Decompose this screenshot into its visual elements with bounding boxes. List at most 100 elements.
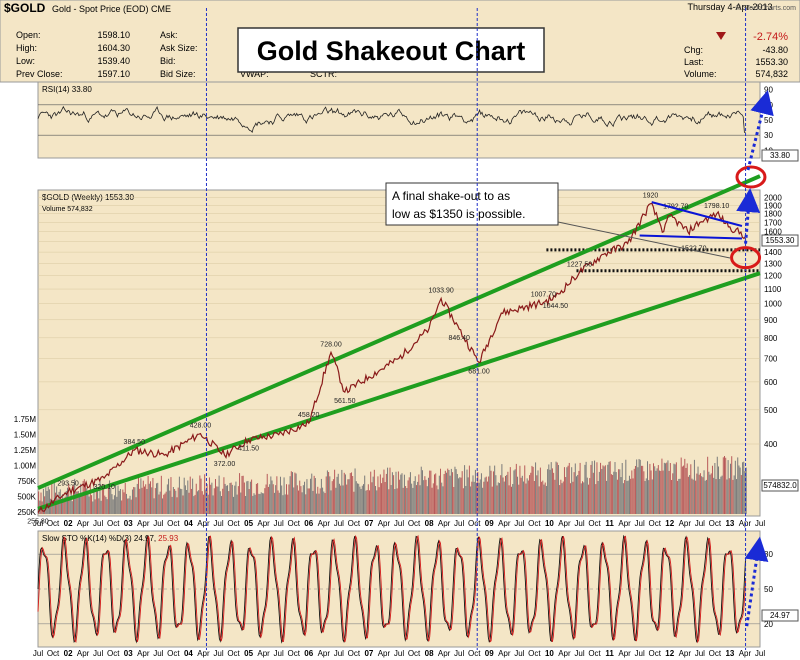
- price-point-label: 1792.70: [663, 203, 688, 210]
- mid-stats: Ask: Ask Size: Bid: Bid Size: VWAP: SCTR…: [160, 30, 337, 79]
- last-volume-box: [761, 479, 799, 492]
- x-tick-label: Oct: [709, 649, 722, 658]
- x-axis-top: Jul Oct 02 Apr Jul Oct 03 Apr Jul Oct 04 Apr Jul Oct 0…: [33, 519, 765, 528]
- stat-label: Prev Close:: [16, 69, 63, 79]
- price-point-label: 1044.50: [543, 303, 568, 310]
- x-tick-label: Jul: [394, 519, 404, 528]
- volume-tick-label: 750K: [17, 477, 36, 486]
- sto-value-box: [761, 609, 799, 622]
- price-tick-label: 1800: [764, 210, 782, 219]
- x-tick-label: Jul: [334, 649, 344, 658]
- price-point-label: 1920: [643, 193, 659, 200]
- x-tick-label: 11: [605, 649, 614, 658]
- price-tick-label: 2000: [764, 193, 782, 202]
- price-point-label: 681.00: [468, 368, 490, 375]
- price-point-label: 1798.10: [704, 203, 729, 210]
- x-tick-label: Apr: [197, 649, 210, 658]
- price-point-label: 384.50: [124, 439, 146, 446]
- left-stats: Open: 1598.10 High: 1604.30 Low: 1539.40…: [16, 30, 130, 79]
- channel-lower-line: [639, 234, 742, 240]
- stat-value: -43.80: [762, 45, 788, 55]
- x-tick-label: 08: [425, 649, 434, 658]
- annotation-box: [385, 182, 559, 226]
- x-tick-label: Oct: [408, 519, 421, 528]
- x-tick-label: Apr: [618, 519, 631, 528]
- price-point-label: 846.40: [448, 335, 470, 342]
- price-tick-label: 1400: [764, 248, 782, 257]
- price-tick-label: 800: [764, 334, 778, 343]
- x-tick-label: Apr: [438, 519, 451, 528]
- price-point-label: 1007.70: [531, 291, 556, 298]
- x-tick-label: Jul: [695, 649, 705, 658]
- stat-label: Last:: [684, 57, 704, 67]
- sto-k-line: [37, 534, 747, 644]
- x-tick-label: Oct: [107, 649, 120, 658]
- x-tick-label: Oct: [107, 519, 120, 528]
- stat-value: 574,832: [755, 69, 788, 79]
- sctr-label: SCTR:: [310, 69, 337, 79]
- x-tick-label: 09: [485, 649, 494, 658]
- price-point-label: 320.10: [93, 484, 115, 491]
- price-line: [37, 202, 747, 513]
- x-tick-label: Oct: [648, 649, 661, 658]
- x-tick-label: Oct: [167, 649, 180, 658]
- price-tick-label: 500: [764, 406, 778, 415]
- x-tick-label: 06: [304, 649, 313, 658]
- x-tick-label: Jul: [454, 649, 464, 658]
- x-tick-label: Jul: [635, 649, 645, 658]
- x-tick-label: Oct: [348, 519, 361, 528]
- x-tick-label: Apr: [318, 519, 331, 528]
- price-tick-label: 1200: [764, 272, 782, 281]
- stat-value: 1539.40: [97, 56, 130, 66]
- support-lines: [546, 248, 760, 273]
- chart-title: Gold Shakeout Chart: [257, 36, 526, 66]
- x-tick-label: Jul: [33, 519, 43, 528]
- x-tick-label: 12: [665, 649, 674, 658]
- x-tick-label: Jul: [213, 649, 223, 658]
- bid-label: Bid:: [160, 56, 176, 66]
- x-tick-label: 05: [244, 649, 253, 658]
- price-point-label: 1033.90: [428, 288, 453, 295]
- x-tick-label: Oct: [348, 649, 361, 658]
- x-tick-label: Jul: [93, 649, 103, 658]
- volume-tick-label: 1.50M: [14, 431, 37, 440]
- stat-value: 1597.10: [97, 69, 130, 79]
- x-tick-label: 07: [364, 649, 373, 658]
- price-panel: [37, 189, 761, 517]
- x-tick-label: Oct: [47, 519, 60, 528]
- channel-lines: [639, 201, 743, 240]
- volume-tick-label: 500K: [17, 493, 36, 502]
- date: Thursday 4-Apr-2013: [687, 2, 772, 12]
- price-point-label: 293.50: [57, 480, 79, 487]
- x-tick-label: Apr: [378, 649, 391, 658]
- x-tick-label: 12: [665, 519, 674, 528]
- price-point-label: 255.80: [27, 518, 49, 525]
- price-tick-label: 900: [764, 316, 778, 325]
- volume-tick-label: 1.75M: [14, 415, 37, 424]
- x-tick-label: Jul: [274, 519, 284, 528]
- x-tick-label: Oct: [227, 519, 240, 528]
- x-tick-label: Apr: [137, 649, 150, 658]
- rsi-tick-label: 90: [764, 86, 773, 95]
- price-labels: 255.80 293.50 320.10 384.50 428.00 372.00 411.…: [27, 193, 729, 526]
- price-tick-label: 1300: [764, 259, 782, 268]
- sto-legend: Slow STO %K(14) %D(3) 24.97, 25.93: [42, 534, 179, 543]
- x-tick-label: Jul: [635, 519, 645, 528]
- symbol-name: Gold - Spot Price (EOD) CME: [52, 4, 171, 14]
- x-tick-label: Jul: [334, 519, 344, 528]
- x-tick-label: Oct: [287, 649, 300, 658]
- change-pct: -2.74%: [753, 31, 788, 43]
- rsi-legend: RSI(14) 33.80: [42, 85, 92, 94]
- x-tick-label: Oct: [408, 649, 421, 658]
- sto-tick-label: 20: [764, 620, 773, 629]
- volume-tick-label: 1.25M: [14, 446, 37, 455]
- rsi-panel: [37, 81, 761, 159]
- annotation-pointer: [557, 221, 731, 259]
- x-tick-label: Oct: [468, 649, 481, 658]
- price-point-label: 728.00: [320, 341, 342, 348]
- price-tick-label: 1000: [764, 300, 782, 309]
- x-tick-label: Apr: [137, 519, 150, 528]
- x-tick-label: Oct: [528, 519, 541, 528]
- price-tick-label: 1600: [764, 228, 782, 237]
